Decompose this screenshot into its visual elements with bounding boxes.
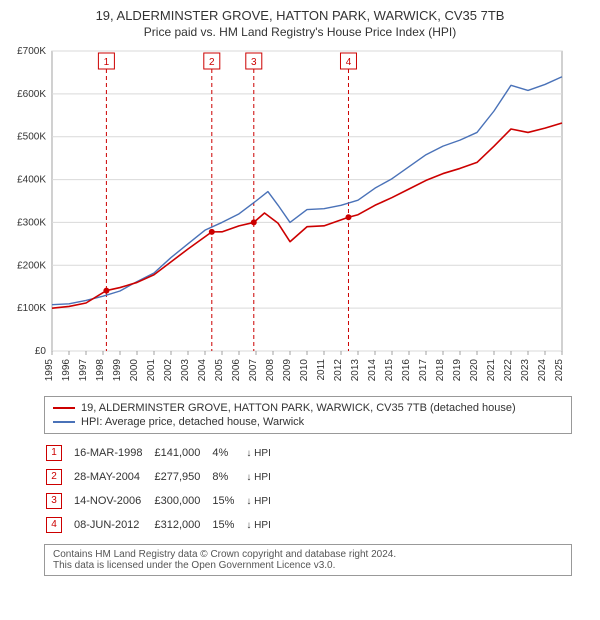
svg-text:2005: 2005	[214, 359, 225, 382]
svg-text:1996: 1996	[61, 359, 72, 382]
svg-text:2010: 2010	[299, 359, 310, 382]
svg-text:2012: 2012	[333, 359, 344, 382]
legend: 19, ALDERMINSTER GROVE, HATTON PARK, WAR…	[44, 396, 572, 434]
attribution-line: Contains HM Land Registry data © Crown c…	[53, 549, 563, 560]
svg-text:2000: 2000	[129, 359, 140, 382]
marker-pct: 15%	[212, 514, 244, 536]
svg-text:2003: 2003	[180, 359, 191, 382]
svg-text:2016: 2016	[401, 359, 412, 382]
svg-text:£500K: £500K	[17, 132, 46, 143]
marker-row: 3 14-NOV-2006£300,00015%↓ HPI	[46, 490, 281, 512]
svg-text:2025: 2025	[554, 359, 565, 382]
marker-date: 08-JUN-2012	[74, 514, 152, 536]
marker-row: 2 28-MAY-2004£277,9508%↓ HPI	[46, 466, 281, 488]
marker-number: 1	[46, 445, 62, 461]
svg-text:2002: 2002	[163, 359, 174, 382]
svg-text:2015: 2015	[384, 359, 395, 382]
legend-item: 19, ALDERMINSTER GROVE, HATTON PARK, WAR…	[53, 401, 563, 415]
attribution-line: This data is licensed under the Open Gov…	[53, 560, 563, 571]
svg-text:£600K: £600K	[17, 89, 46, 100]
svg-text:1995: 1995	[44, 359, 55, 382]
marker-pct: 8%	[212, 466, 244, 488]
legend-item: HPI: Average price, detached house, Warw…	[53, 415, 563, 429]
attribution: Contains HM Land Registry data © Crown c…	[44, 544, 572, 576]
svg-text:2001: 2001	[146, 359, 157, 382]
svg-text:2018: 2018	[435, 359, 446, 382]
marker-rel: ↓ HPI	[246, 490, 280, 512]
svg-text:2023: 2023	[520, 359, 531, 382]
svg-text:2007: 2007	[248, 359, 259, 382]
svg-text:£200K: £200K	[17, 260, 46, 271]
marker-date: 14-NOV-2006	[74, 490, 152, 512]
marker-price: £300,000	[154, 490, 210, 512]
svg-text:2: 2	[209, 57, 215, 68]
legend-label: 19, ALDERMINSTER GROVE, HATTON PARK, WAR…	[81, 402, 516, 414]
marker-number: 2	[46, 469, 62, 485]
svg-text:1997: 1997	[78, 359, 89, 382]
svg-text:2021: 2021	[486, 359, 497, 382]
svg-text:4: 4	[346, 57, 352, 68]
legend-swatch	[53, 407, 75, 409]
marker-number: 3	[46, 493, 62, 509]
marker-row: 1 16-MAR-1998£141,0004%↓ HPI	[46, 442, 281, 464]
svg-text:1998: 1998	[95, 359, 106, 382]
svg-text:2008: 2008	[265, 359, 276, 382]
svg-text:2022: 2022	[503, 359, 514, 382]
marker-price: £277,950	[154, 466, 210, 488]
svg-text:2014: 2014	[367, 359, 378, 382]
marker-date: 16-MAR-1998	[74, 442, 152, 464]
svg-text:£0: £0	[35, 346, 47, 357]
svg-text:1: 1	[104, 57, 110, 68]
chart-svg: £0 £100K £200K £300K £400K £500K £600K £700K 199…	[8, 45, 568, 385]
legend-label: HPI: Average price, detached house, Warw…	[81, 416, 304, 428]
svg-text:2006: 2006	[231, 359, 242, 382]
marker-rel: ↓ HPI	[246, 466, 280, 488]
svg-text:2011: 2011	[316, 359, 327, 381]
svg-text:£100K: £100K	[17, 303, 46, 314]
svg-text:£300K: £300K	[17, 217, 46, 228]
svg-text:£700K: £700K	[17, 46, 46, 57]
page-title: 19, ALDERMINSTER GROVE, HATTON PARK, WAR…	[8, 8, 592, 23]
svg-text:2019: 2019	[452, 359, 463, 382]
svg-text:2009: 2009	[282, 359, 293, 382]
markers-table: 116-MAR-1998£141,0004%↓ HPI228-MAY-2004£…	[44, 440, 283, 538]
page-subtitle: Price paid vs. HM Land Registry's House …	[8, 25, 592, 39]
svg-text:3: 3	[251, 57, 257, 68]
marker-price: £141,000	[154, 442, 210, 464]
marker-price: £312,000	[154, 514, 210, 536]
marker-pct: 4%	[212, 442, 244, 464]
legend-swatch	[53, 421, 75, 423]
svg-text:2004: 2004	[197, 359, 208, 382]
svg-text:2013: 2013	[350, 359, 361, 382]
marker-number: 4	[46, 517, 62, 533]
svg-text:2017: 2017	[418, 359, 429, 382]
marker-row: 4 08-JUN-2012£312,00015%↓ HPI	[46, 514, 281, 536]
svg-text:£400K: £400K	[17, 175, 46, 186]
svg-text:1999: 1999	[112, 359, 123, 382]
price-chart: £0 £100K £200K £300K £400K £500K £600K £700K 199…	[8, 45, 592, 388]
marker-pct: 15%	[212, 490, 244, 512]
marker-rel: ↓ HPI	[246, 442, 280, 464]
marker-rel: ↓ HPI	[246, 514, 280, 536]
svg-text:2024: 2024	[537, 359, 548, 382]
svg-text:2020: 2020	[469, 359, 480, 382]
marker-date: 28-MAY-2004	[74, 466, 152, 488]
